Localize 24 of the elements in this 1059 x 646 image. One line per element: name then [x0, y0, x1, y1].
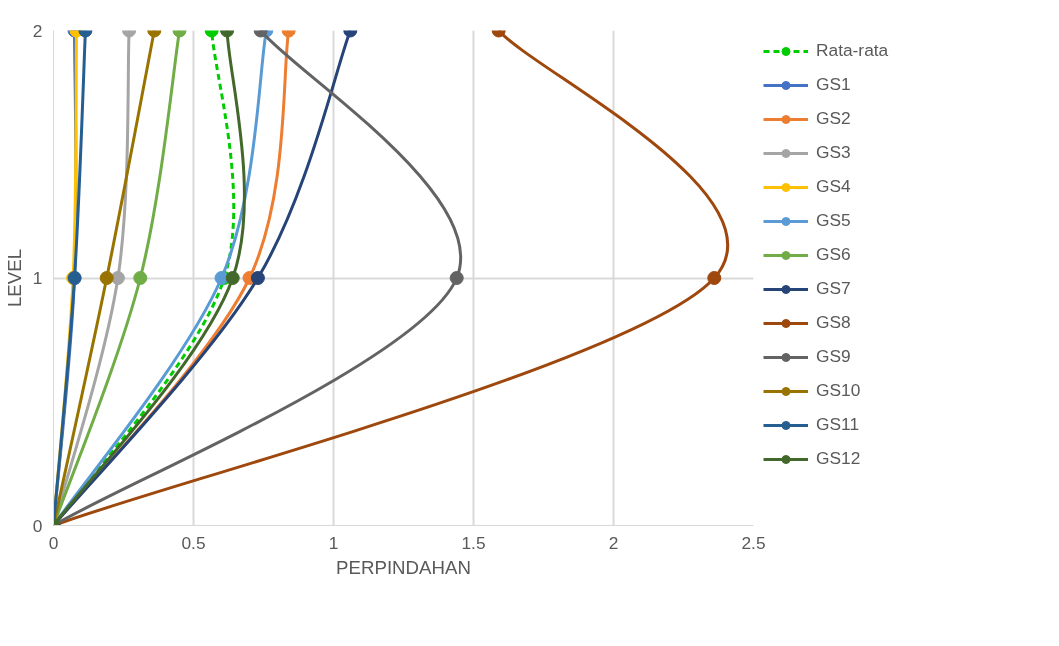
x-tick-label: 1 — [328, 532, 339, 553]
y-tick-label: 2 — [32, 20, 43, 41]
legend-label: GS4 — [816, 176, 851, 197]
legend-label: GS12 — [816, 448, 861, 469]
x-tick-label: 2.5 — [741, 532, 766, 553]
x-tick-label: 0.5 — [181, 532, 206, 553]
x-tick-label: 2 — [608, 532, 619, 553]
x-tick-label: 0 — [48, 532, 59, 553]
legend-label: Rata-rata — [816, 40, 889, 61]
legend-label: GS6 — [816, 244, 851, 265]
x-axis-title: PERPINDAHAN — [336, 556, 471, 578]
legend-label: GS7 — [816, 278, 851, 299]
legend-label: GS10 — [816, 380, 861, 401]
legend-label: GS5 — [816, 210, 851, 231]
legend-label: GS11 — [816, 414, 860, 435]
y-tick-label: 0 — [32, 515, 43, 536]
y-axis-title: LEVEL — [3, 248, 25, 308]
legend-label: GS9 — [816, 346, 851, 367]
legend-label: GS8 — [816, 312, 851, 333]
x-tick-label: 1.5 — [461, 532, 486, 553]
y-tick-label: 1 — [32, 268, 43, 288]
legend-label: GS2 — [816, 108, 851, 129]
legend-label: GS3 — [816, 142, 851, 163]
legend-label: GS1 — [816, 74, 851, 95]
